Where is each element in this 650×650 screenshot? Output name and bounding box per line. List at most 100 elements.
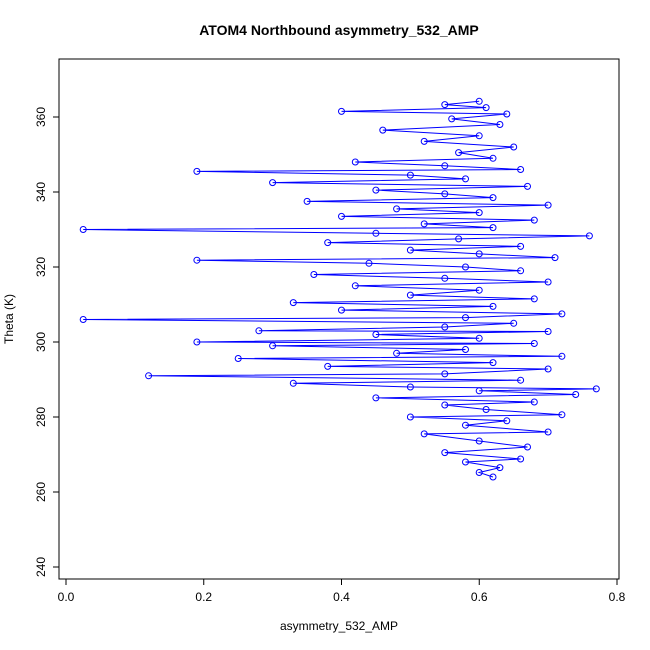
data-point: [441, 401, 449, 409]
data-point: [193, 256, 201, 264]
data-point: [441, 323, 449, 331]
data-point: [420, 220, 428, 228]
data-point: [530, 340, 538, 347]
data-point: [289, 299, 297, 307]
data-point: [544, 365, 552, 373]
data-point: [372, 186, 380, 194]
data-point: [517, 267, 525, 275]
x-tick-label: 0.8: [609, 590, 626, 604]
data-point: [517, 376, 525, 384]
data-point: [544, 428, 552, 436]
data-point: [441, 449, 449, 457]
y-tick-label: 320: [34, 257, 48, 277]
x-tick-label: 0.0: [58, 590, 75, 604]
data-point: [475, 437, 483, 445]
data-point: [441, 101, 449, 109]
data-point: [303, 197, 311, 205]
data-point: [462, 458, 469, 466]
data-point: [551, 254, 559, 262]
data-point: [448, 115, 456, 123]
data-point: [351, 282, 359, 290]
data-point: [462, 263, 469, 271]
series-line: [83, 100, 597, 478]
data-point: [79, 316, 87, 323]
y-tick-label: 260: [34, 482, 48, 502]
data-point: [406, 246, 414, 254]
data-point: [475, 250, 483, 258]
data-point: [544, 278, 552, 286]
data-point: [482, 104, 490, 112]
data-point: [455, 235, 463, 243]
data-point: [441, 162, 449, 170]
data-point: [441, 190, 449, 198]
data-point: [489, 154, 497, 162]
data-point: [365, 259, 373, 267]
data-point: [592, 385, 600, 393]
data-point: [310, 271, 318, 278]
data-point: [255, 327, 263, 335]
data-point: [496, 464, 504, 472]
data-point: [475, 132, 483, 140]
data-point: [489, 473, 497, 481]
x-tick-label: 0.2: [195, 590, 212, 604]
y-tick-label: 360: [34, 107, 48, 127]
data-point: [489, 359, 497, 367]
data-point: [510, 143, 518, 151]
y-tick-label: 280: [34, 407, 48, 427]
data-point: [406, 383, 414, 391]
data-point: [510, 319, 518, 327]
data-point: [475, 469, 483, 476]
data-point: [489, 224, 497, 232]
data-point: [558, 411, 566, 419]
data-point: [441, 370, 449, 378]
data-point: [441, 274, 449, 282]
data-point: [338, 306, 345, 314]
data-point: [530, 295, 538, 303]
data-point: [372, 229, 380, 237]
data-point: [558, 352, 566, 360]
y-tick-label: 300: [34, 332, 48, 352]
data-point: [324, 239, 332, 247]
data-point: [482, 406, 490, 413]
data-point: [462, 314, 469, 322]
data-point: [462, 421, 469, 429]
x-tick-label: 0.4: [333, 590, 350, 604]
data-point: [489, 302, 497, 310]
data-point: [338, 212, 345, 220]
data-point: [372, 331, 380, 338]
data-point: [193, 167, 201, 175]
data-point: [420, 137, 428, 145]
data-point: [351, 158, 359, 166]
data-point: [475, 209, 483, 217]
data-point: [530, 216, 538, 224]
y-axis: 240 260 280 300 320 340 360: [34, 107, 60, 577]
x-tick-label: 0.6: [471, 590, 488, 604]
x-axis: 0.0 0.2 0.4 0.6 0.8: [58, 578, 626, 604]
data-point: [338, 107, 345, 115]
y-tick-label: 240: [34, 557, 48, 577]
data-point: [572, 391, 580, 398]
data-point: [269, 179, 277, 187]
data-point: [420, 430, 428, 438]
data-point: [517, 166, 525, 173]
data-point: [489, 194, 497, 202]
data-point: [558, 310, 566, 318]
data-point: [524, 443, 531, 451]
data-point: [530, 398, 538, 406]
data-point: [462, 175, 469, 183]
data-point: [269, 342, 277, 350]
data-point: [503, 110, 511, 118]
data-point: [393, 205, 401, 213]
data-point: [475, 286, 483, 294]
data-point: [406, 171, 414, 179]
data-point: [372, 394, 380, 402]
data-point: [585, 232, 593, 240]
series-layer: [79, 97, 600, 481]
data-point: [234, 355, 242, 362]
data-point: [379, 126, 387, 134]
y-tick-label: 340: [34, 182, 48, 202]
data-point: [193, 338, 201, 346]
data-point: [462, 346, 469, 353]
data-point: [517, 455, 525, 463]
